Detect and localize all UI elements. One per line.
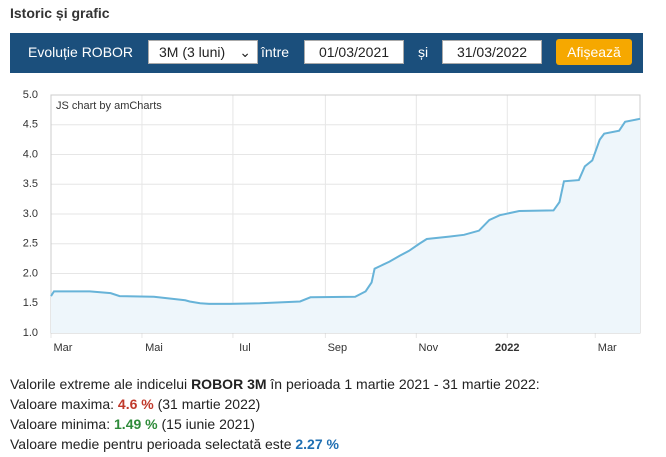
avg-line: Valoare medie pentru perioada selectată … (10, 434, 540, 454)
y-tick-label: 2.5 (23, 238, 38, 250)
x-tick-label: Sep (328, 342, 348, 354)
y-tick-label: 2.0 (23, 267, 38, 279)
and-label: și (418, 44, 429, 60)
to-input[interactable]: 31/03/2022 (442, 40, 542, 64)
section-title: Istoric și grafic (10, 5, 110, 21)
index-name: ROBOR 3M (191, 376, 267, 392)
y-tick-label: 1.5 (23, 297, 38, 309)
filter-bar: Evoluție ROBOR 3M (3 luni) ⌄ între 01/03/… (10, 33, 643, 73)
min-line: Valoare minima: 1.49 % (15 iunie 2021) (10, 414, 540, 434)
show-button[interactable]: Afișează (556, 39, 632, 65)
between-label: între (261, 44, 290, 60)
summary: Valorile extreme ale indicelui ROBOR 3M … (10, 374, 540, 454)
text: (15 iunie 2021) (161, 416, 255, 432)
period-select[interactable]: 3M (3 luni) ⌄ (148, 40, 258, 64)
x-tick-label: Mai (145, 342, 163, 354)
y-tick-label: 5.0 (23, 89, 38, 101)
x-tick-label: Nov (419, 342, 439, 354)
area (51, 118, 640, 333)
x-tick-label: Mar (54, 342, 73, 354)
from-input[interactable]: 01/03/2021 (304, 40, 404, 64)
min-value: 1.49 % (114, 416, 158, 432)
x-tick-label: 2022 (495, 342, 519, 354)
select-value: 3M (3 luni) (159, 44, 226, 60)
y-tick-label: 4.0 (23, 148, 38, 160)
text: (31 martie 2022) (157, 396, 261, 412)
text: Valorile extreme ale indicelui (10, 376, 188, 392)
text: Valoare medie pentru perioada selectată … (10, 436, 292, 452)
x-tick-label: Iul (239, 342, 251, 354)
filter-label: Evoluție ROBOR (28, 44, 134, 60)
max-value: 4.6 % (117, 396, 154, 412)
y-tick-label: 4.5 (23, 119, 38, 131)
max-line: Valoare maxima: 4.6 % (31 martie 2022) (10, 394, 540, 414)
summary-line: Valorile extreme ale indicelui ROBOR 3M … (10, 374, 540, 394)
y-tick-label: 3.0 (23, 208, 38, 220)
text: Valoare maxima: (10, 396, 115, 412)
watermark: JS chart by amCharts (56, 100, 162, 112)
avg-value: 2.27 % (295, 436, 339, 452)
chart: 1.0 1.5 2.0 2.5 3.0 3.5 4.0 4.5 5.0 Mar Mai Iul Sep N… (23, 89, 641, 354)
text: Valoare minima: (10, 416, 111, 432)
text: în perioada 1 martie 2021 - 31 martie 20… (270, 376, 540, 392)
y-tick-label: 3.5 (23, 178, 38, 190)
x-tick-label: Mar (598, 342, 617, 354)
line (50, 117, 641, 305)
y-tick-label: 1.0 (23, 327, 38, 339)
